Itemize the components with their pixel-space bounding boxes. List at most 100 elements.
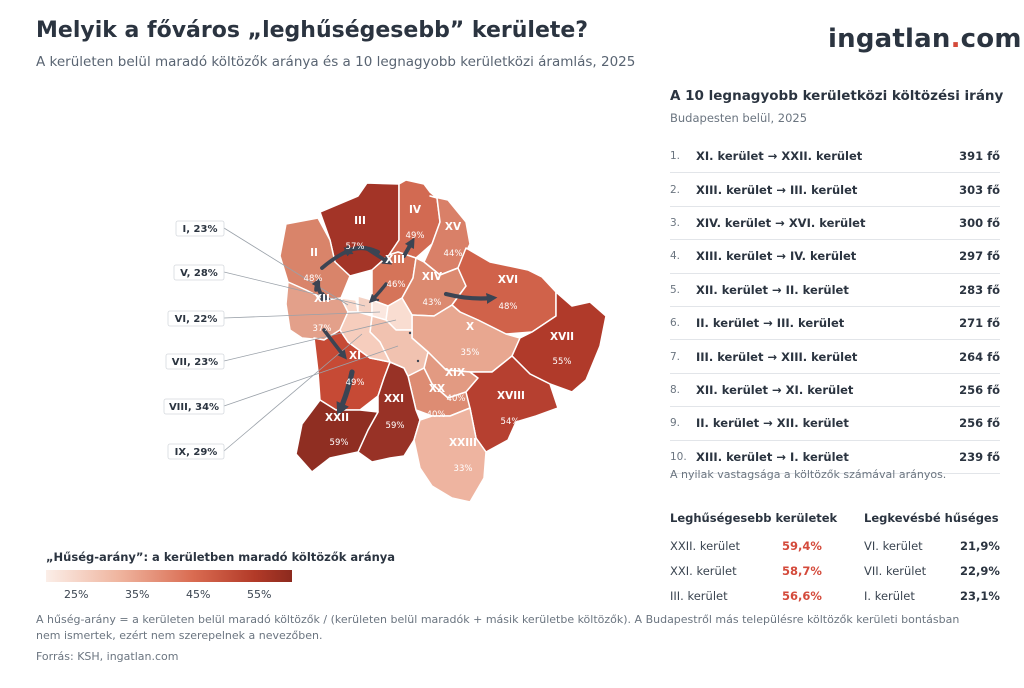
center-dot xyxy=(416,359,420,363)
district-name-label: XX xyxy=(429,383,445,395)
legend-tick: 45% xyxy=(186,588,211,601)
flow-arrow xyxy=(364,246,393,265)
footnote: A hűség-arány = a kerületen belül maradó… xyxy=(36,613,960,642)
callout-label: VII, 23% xyxy=(172,357,218,368)
callout-label: VI, 22% xyxy=(175,314,218,325)
callout-box xyxy=(163,398,225,415)
district-value-label: 35% xyxy=(461,348,480,358)
district-value-label: 40% xyxy=(447,394,466,404)
most-loyal-value: 56,6% xyxy=(782,589,822,603)
district-name-label: XVIII xyxy=(497,390,525,402)
center-dot xyxy=(376,298,380,302)
most-loyal-name: XXII. kerület xyxy=(670,539,740,553)
flow-row: 10. XIII. kerület → I. kerület 239 fő xyxy=(670,441,1000,474)
district-xviii xyxy=(465,355,559,453)
most-loyal-name: III. kerület xyxy=(670,589,728,603)
callout-box xyxy=(175,220,225,237)
flow-arrow xyxy=(320,247,355,270)
page-subtitle: A kerületen belül maradó költözők aránya… xyxy=(36,54,636,70)
district-name-label: XVI xyxy=(498,274,518,286)
flow-arrow xyxy=(368,282,388,304)
brand-logo: ingatlan.com xyxy=(828,24,1022,54)
flow-row: 1. XI. kerület → XXII. kerület 391 fő xyxy=(670,140,1000,174)
flow-row: 7. III. kerület → XIII. kerület 264 fő xyxy=(670,340,1000,374)
legend-color-scale xyxy=(46,570,292,582)
district-name-label: XIII xyxy=(385,254,405,266)
least-loyal-value: 22,9% xyxy=(960,564,1000,578)
flow-row: 8. XII. kerület → XI. kerület 256 fő xyxy=(670,374,1000,408)
district-value-label: 33% xyxy=(454,464,473,474)
flow-row: 2. XIII. kerület → III. kerület 303 fő xyxy=(670,173,1000,207)
district-name-label: II xyxy=(310,247,318,259)
callout-label: V, 28% xyxy=(180,268,218,279)
least-loyal-heading: Legkevésbé hűséges xyxy=(864,511,999,525)
legend-tick: 25% xyxy=(64,588,89,601)
district-name-label: XI xyxy=(349,350,361,362)
district-name-label: III xyxy=(354,215,366,227)
flows-list: 1. XI. kerület → XXII. kerület 391 fő 2. XI… xyxy=(670,140,1000,474)
district-xxiii xyxy=(413,407,487,503)
least-loyal-name: I. kerület xyxy=(864,589,915,603)
least-loyal-value: 23,1% xyxy=(960,589,1000,603)
callout-label: I, 23% xyxy=(183,224,218,235)
most-loyal-value: 58,7% xyxy=(782,564,822,578)
district-value-label: 48% xyxy=(304,274,323,284)
flows-title: A 10 legnagyobb kerületközi költözési ir… xyxy=(670,88,1004,104)
legend-title: „Hűség-arány”: a kerületben maradó költö… xyxy=(46,550,396,564)
source-note: Forrás: KSH, ingatlan.com xyxy=(36,650,179,663)
budapest-district-map: III 57% II 48% IV 49% XV 44% XIII 46% XIV 43% XVI 48%… xyxy=(163,179,607,503)
callout-leader-line xyxy=(223,345,399,407)
district-name-label: XXI xyxy=(384,393,404,405)
least-loyal-value: 21,9% xyxy=(960,539,1000,553)
most-loyal-heading: Leghűségesebb kerületek xyxy=(670,511,838,525)
callout-box xyxy=(173,264,225,281)
callout-leader-line xyxy=(223,311,381,319)
district-name-label: X xyxy=(466,321,474,333)
district-value-label: 54% xyxy=(501,417,520,427)
district-name-label: XV xyxy=(445,221,462,233)
callout-box xyxy=(167,443,225,460)
district-name-label: XIV xyxy=(422,271,443,283)
district-value-label: 57% xyxy=(346,242,365,252)
flow-row: 6. II. kerület → III. kerület 271 fő xyxy=(670,307,1000,341)
district-value-label: 44% xyxy=(444,249,463,259)
flow-row: 5. XII. kerület → II. kerület 283 fő xyxy=(670,274,1000,307)
flow-arrow xyxy=(311,277,321,292)
flow-arrow xyxy=(402,237,415,258)
district-value-label: 40% xyxy=(427,410,446,420)
callout-label: VIII, 34% xyxy=(169,402,219,413)
callout-label: IX, 29% xyxy=(175,447,218,458)
district-value-label: 37% xyxy=(313,324,332,334)
district-value-label: 43% xyxy=(423,298,442,308)
flow-row: 4. XIII. kerület → IV. kerület 297 fő xyxy=(670,240,1000,274)
flows-note: A nyilak vastagsága a költözők számával … xyxy=(670,468,947,481)
district-name-label: XVII xyxy=(550,331,574,343)
flows-subtitle: Budapesten belül, 2025 xyxy=(670,111,808,125)
callout-leader-line xyxy=(223,319,397,362)
district-name-label: XIX xyxy=(445,367,465,379)
page-title: Melyik a főváros „leghűségesebb” kerület… xyxy=(36,18,589,43)
most-loyal-value: 59,4% xyxy=(782,539,822,553)
center-dot xyxy=(408,331,412,335)
district-value-label: 59% xyxy=(386,421,405,431)
district-name-label: XXIII xyxy=(449,437,477,449)
district-value-label: 55% xyxy=(553,357,572,367)
district-name-label: XXII xyxy=(325,412,349,424)
flow-arrow xyxy=(336,369,355,417)
district-ix xyxy=(339,311,391,363)
least-loyal-name: VI. kerület xyxy=(864,539,923,553)
flow-arrow xyxy=(443,291,498,304)
callout-box xyxy=(165,353,225,370)
district-value-label: 59% xyxy=(330,438,349,448)
district-value-label: 48% xyxy=(499,302,518,312)
legend-tick: 35% xyxy=(125,588,150,601)
district-name-label: XII xyxy=(314,293,330,305)
district-value-label: 46% xyxy=(387,280,406,290)
flow-row: 3. XIV. kerület → XVI. kerület 300 fő xyxy=(670,207,1000,241)
flow-arrow xyxy=(322,328,347,360)
least-loyal-name: VII. kerület xyxy=(864,564,927,578)
district-value-label: 49% xyxy=(346,378,365,388)
district-name-label: IV xyxy=(409,204,422,216)
callout-leader-line xyxy=(223,271,366,307)
flow-row: 9. II. kerület → XII. kerület 256 fő xyxy=(670,407,1000,441)
